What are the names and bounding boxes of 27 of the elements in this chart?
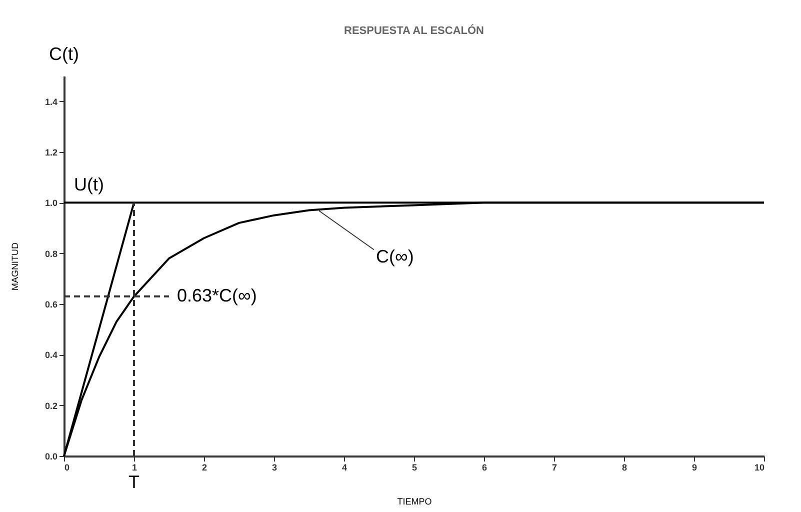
x-tick-label: 1: [132, 462, 138, 472]
y-tick-label: 0.4: [44, 350, 58, 360]
x-tick-label: 4: [342, 462, 348, 472]
x-tick-label: 6: [482, 462, 488, 472]
series-label: U(t): [74, 174, 104, 195]
x-tick-label: 8: [622, 462, 628, 472]
text: C(t): [49, 44, 79, 64]
y-tick-label: 1.0: [44, 198, 58, 208]
x-tick-label: 2: [202, 462, 208, 472]
y-tick-label: 0.6: [44, 300, 58, 310]
y-tick-label: 1.4: [44, 96, 58, 107]
annotation: C(∞): [376, 246, 414, 267]
annotation: 0.63*C(∞): [177, 285, 257, 306]
x-tick-label: 5: [412, 462, 418, 472]
y-tick-label: 0.0: [44, 452, 58, 462]
x-tick-label: 9: [692, 462, 698, 472]
annotation: T: [128, 472, 140, 492]
y-tick-label: 0.8: [44, 248, 58, 259]
y-tick-label: 1.2: [44, 148, 58, 158]
x-tick-label: 0: [64, 462, 70, 472]
x-tick-label: 7: [552, 462, 558, 472]
y-axis-title: MAGNITUD: [10, 242, 20, 290]
y-tick-label: 0.2: [44, 400, 58, 411]
x-axis-title: TIEMPO: [397, 496, 432, 506]
x-tick-label: 3: [272, 462, 278, 472]
chart-title: RESPUESTA AL ESCALÓN: [344, 24, 484, 37]
x-tick-label: 10: [754, 462, 764, 472]
